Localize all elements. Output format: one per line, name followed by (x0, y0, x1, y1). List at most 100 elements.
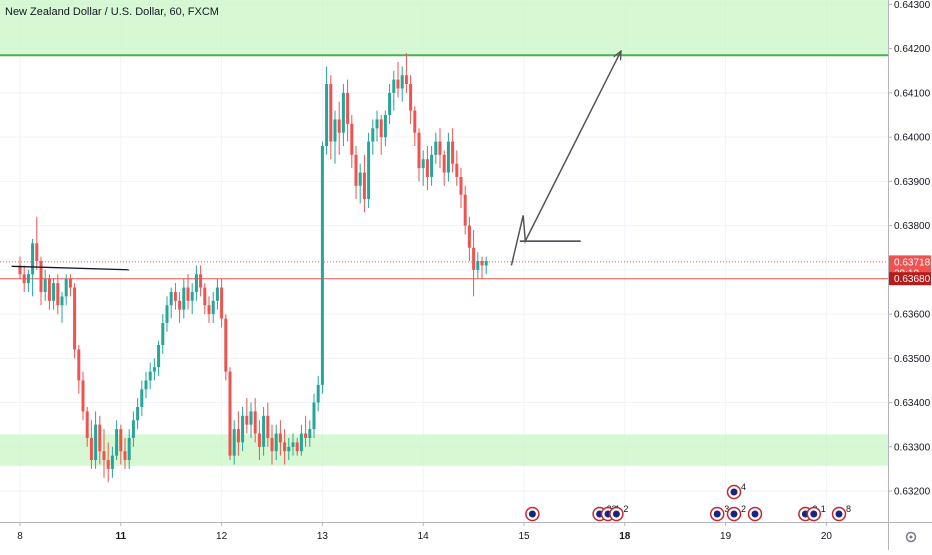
candle (207, 296, 211, 323)
candle (77, 345, 81, 394)
candle (472, 230, 476, 297)
candle-body (299, 433, 303, 452)
candle-body (245, 415, 249, 425)
candle (421, 150, 425, 186)
y-tick-label: 0.64200 (894, 44, 931, 55)
candle (64, 274, 68, 306)
candle-body (451, 141, 455, 164)
y-tick-label: 0.63400 (894, 398, 931, 409)
candle-body (60, 296, 64, 306)
candle (236, 411, 240, 456)
candle (194, 265, 198, 301)
candle (60, 291, 64, 323)
candle-body (68, 278, 72, 288)
y-tick-label: 0.63200 (894, 487, 931, 498)
candle-body (31, 243, 35, 275)
candle (341, 84, 345, 146)
candle-body (56, 283, 60, 306)
candle (31, 238, 35, 297)
candle-body (43, 278, 47, 292)
candle-body (396, 79, 400, 89)
event-count: 2 (623, 504, 628, 514)
candle-body (354, 154, 358, 186)
candle (274, 424, 278, 461)
candle (333, 110, 337, 164)
candle (337, 101, 341, 155)
settings-gear-icon (905, 531, 917, 543)
candle (392, 70, 396, 111)
candle-body (106, 460, 110, 469)
candle-body (207, 305, 211, 315)
candle (379, 115, 383, 155)
candle (89, 420, 93, 469)
x-tick-label: 13 (317, 531, 329, 542)
candle-body (253, 411, 257, 434)
candle-body (417, 132, 421, 169)
x-tick-label: 18 (619, 531, 631, 542)
candle (157, 340, 161, 377)
candle-body (165, 305, 169, 323)
candle (451, 128, 455, 173)
candle-body (190, 291, 194, 301)
candle (400, 66, 404, 102)
candle-body (312, 402, 316, 430)
candle-body (199, 274, 203, 288)
candle-body (463, 194, 467, 226)
candle-body (484, 261, 488, 266)
candle (383, 110, 387, 146)
projection-arrow (510, 52, 620, 266)
candle (266, 402, 270, 447)
candle (320, 141, 324, 394)
candle (35, 216, 39, 270)
candle-body (228, 371, 232, 456)
candle-body (333, 119, 337, 142)
y-tick-label: 0.63800 (894, 221, 931, 232)
candle (131, 411, 135, 447)
candle-body (287, 446, 291, 452)
candle (220, 278, 224, 328)
candle (367, 132, 371, 208)
candle (148, 362, 152, 390)
candle-body (430, 154, 434, 177)
x-tick-label: 19 (720, 531, 732, 542)
candle-body (77, 349, 81, 381)
candle (295, 437, 299, 456)
candle (110, 446, 114, 478)
candle (182, 278, 186, 319)
candle-body (409, 84, 413, 111)
candle-body (236, 429, 240, 443)
levels (0, 54, 888, 280)
candle-body (186, 287, 190, 301)
event-flag-center (730, 488, 738, 496)
candle (186, 274, 190, 310)
zones (0, 0, 888, 466)
candle (85, 406, 89, 447)
candle (291, 433, 295, 456)
event-icon: 3 (709, 504, 729, 522)
x-tick-label: 20 (821, 531, 833, 542)
candle-body (148, 371, 152, 381)
candle (409, 75, 413, 124)
candle-body (413, 110, 417, 133)
candle-body (367, 141, 371, 200)
event-icon (747, 506, 763, 522)
candle-body (73, 287, 77, 350)
candles (18, 53, 488, 483)
candle-body (241, 415, 245, 443)
event-icon: 1 (806, 504, 826, 522)
candle-body (249, 411, 253, 425)
candle-body (127, 437, 131, 461)
candle (232, 420, 236, 465)
candle (228, 367, 232, 461)
candle-body (425, 159, 429, 177)
candle (26, 269, 30, 292)
candle (73, 283, 77, 359)
candle-body (182, 287, 186, 310)
candle (94, 411, 98, 469)
candle (140, 380, 144, 416)
candle-body (152, 367, 156, 372)
candle-body (320, 145, 324, 385)
candle-body (375, 119, 379, 129)
